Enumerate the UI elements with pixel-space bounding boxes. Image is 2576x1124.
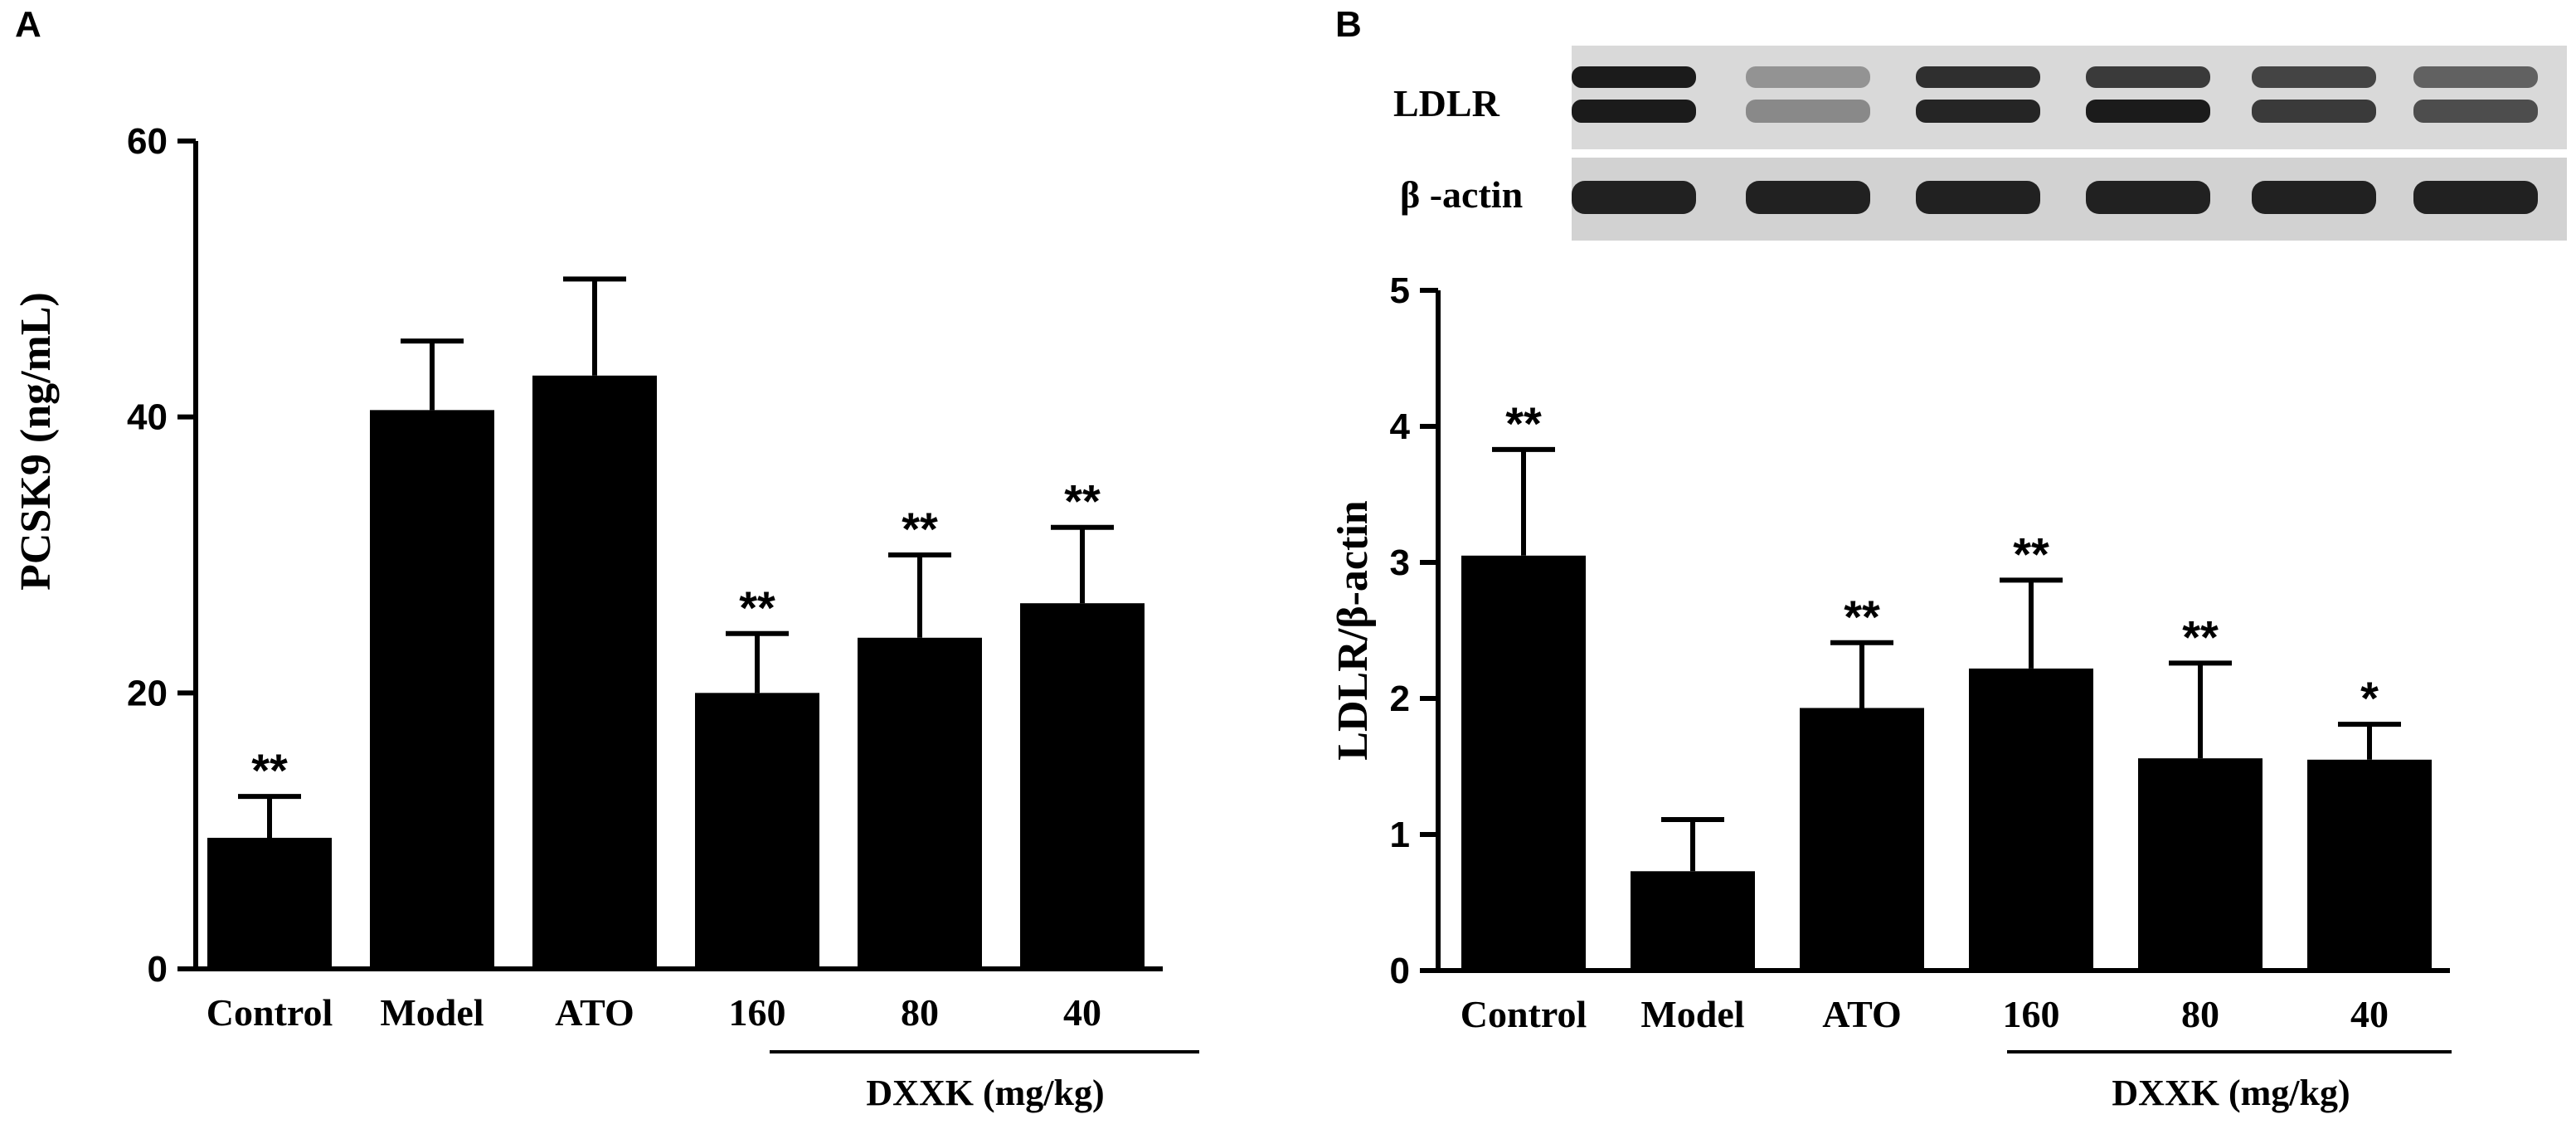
category-label: Control [1461, 993, 1587, 1035]
significance-mark: ** [2182, 611, 2219, 663]
bar [532, 375, 657, 969]
category-label: 160 [2003, 993, 2060, 1035]
blot-ldlr-label: LDLR [1393, 82, 1500, 124]
chart-a-ylabel: PCSK9 (ng/mL) [12, 292, 60, 591]
blot-band-ldlr-upper [2086, 66, 2210, 88]
blot-band-actin [1916, 181, 2040, 214]
blot-band-ldlr-lower [2086, 100, 2210, 123]
blot-band-ldlr-upper [1572, 66, 1696, 88]
panel-b-label: B [1335, 4, 1362, 45]
blot-band-ldlr-lower [1916, 100, 2040, 123]
y-tick-label: 0 [1390, 951, 1410, 991]
bar [207, 837, 332, 969]
y-tick-label: 5 [1390, 270, 1410, 311]
blot-band-ldlr-lower [1746, 100, 1870, 123]
bar [1461, 555, 1586, 971]
significance-mark: ** [251, 744, 288, 796]
blot-ldlr-strip [1572, 46, 2567, 149]
category-label: Control [207, 991, 333, 1034]
chart-a-group-label: DXXK (mg/kg) [866, 1073, 1104, 1113]
significance-mark: ** [902, 503, 938, 555]
blot-band-ldlr-lower [2413, 100, 2538, 123]
significance-mark: ** [1844, 591, 1880, 643]
significance-mark: ** [2013, 528, 2049, 580]
chart-a: PCSK9 (ng/mL) DXXK (mg/kg) 0 20 40 60 ** Cont… [12, 121, 1199, 1113]
blot-actin-strip [1572, 158, 2567, 241]
bar [1020, 603, 1145, 969]
blot-actin-label: β -actin [1400, 173, 1523, 216]
blot-band-ldlr-upper [2252, 66, 2376, 88]
y-tick-label: 20 [127, 673, 168, 713]
bar [858, 637, 982, 969]
chart-b-ylabel: LDLR/β-actin [1329, 500, 1377, 760]
category-label: Model [380, 991, 484, 1034]
blot-band-ldlr-lower [2252, 100, 2376, 123]
blot-band-actin [1746, 181, 1870, 214]
category-label: ATO [555, 991, 634, 1034]
category-label: 40 [1063, 991, 1101, 1034]
blot-band-ldlr-upper [2413, 66, 2538, 88]
y-tick-label: 0 [148, 949, 168, 990]
panel-a-label: A [15, 4, 41, 45]
category-label: 80 [2181, 993, 2219, 1035]
significance-mark: ** [1505, 397, 1542, 450]
category-label: Model [1640, 993, 1744, 1035]
blot-band-actin [2086, 181, 2210, 214]
bar [2307, 759, 2432, 971]
blot-band-ldlr-upper [1746, 66, 1870, 88]
bar [695, 693, 819, 969]
y-tick-label: 3 [1390, 543, 1410, 583]
blot-band-actin [1572, 181, 1696, 214]
chart-b-group-label: DXXK (mg/kg) [2112, 1073, 2350, 1113]
bar [2138, 758, 2263, 971]
y-tick-label: 60 [127, 121, 168, 162]
blot-band-actin [2252, 181, 2376, 214]
western-blot: LDLR β -actin [1393, 46, 2567, 241]
bar [1800, 708, 1924, 971]
bar [1969, 668, 2093, 971]
category-label: 80 [901, 991, 939, 1034]
chart-b: LDLR/β-actin DXXK (mg/kg) 0 1 2 3 4 5 ** Contro… [1329, 270, 2452, 1113]
blot-band-ldlr-lower [1572, 100, 1696, 123]
category-label: ATO [1822, 993, 1901, 1035]
significance-mark: * [2360, 672, 2379, 724]
blot-band-actin [2413, 181, 2538, 214]
category-label: 40 [2350, 993, 2389, 1035]
bar [370, 410, 494, 970]
bar [1631, 871, 1755, 971]
category-label: 160 [729, 991, 786, 1034]
blot-band-ldlr-upper [1916, 66, 2040, 88]
significance-mark: ** [739, 581, 775, 634]
y-tick-label: 40 [127, 397, 168, 438]
significance-mark: ** [1064, 475, 1101, 528]
y-tick-label: 2 [1390, 679, 1410, 719]
y-tick-label: 1 [1390, 815, 1410, 855]
blot-bands [1572, 66, 2538, 214]
y-tick-label: 4 [1390, 406, 1411, 447]
